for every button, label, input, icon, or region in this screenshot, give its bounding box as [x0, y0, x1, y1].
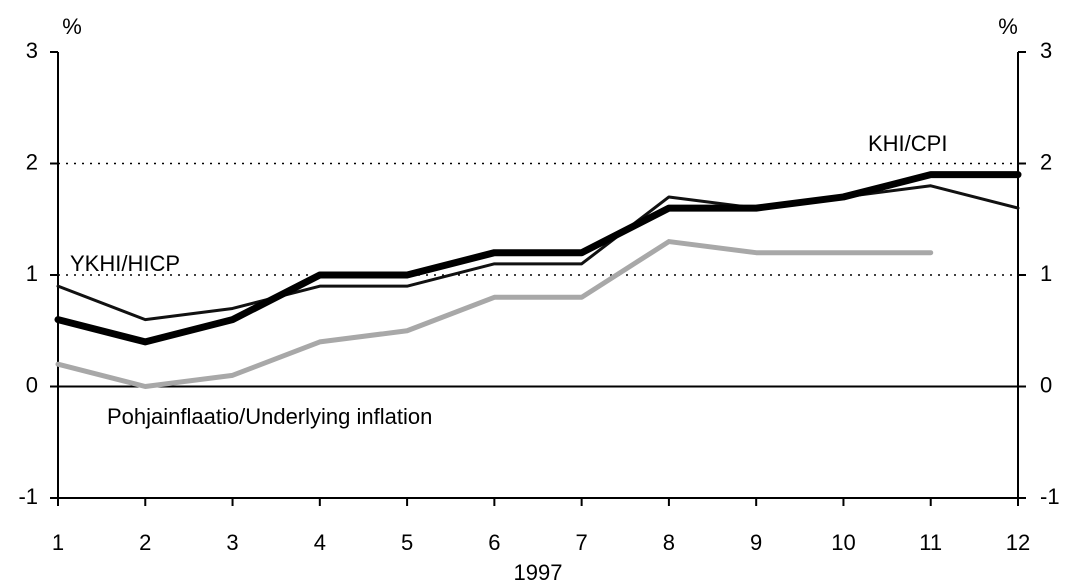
series-line [55, 239, 934, 389]
y-tick-label: -1 [18, 484, 38, 509]
x-tick-label: 7 [576, 530, 588, 555]
y-tick-label: 1 [26, 261, 38, 286]
x-tick-label: 6 [488, 530, 500, 555]
y-tick-label: 3 [26, 38, 38, 63]
y2-tick-label: -1 [1040, 484, 1060, 509]
x-tick-label: 10 [831, 530, 855, 555]
series-label: Pohjainflaatio/Underlying inflation [107, 404, 432, 429]
y-axis-unit: % [62, 14, 82, 39]
x-tick-label: 4 [314, 530, 326, 555]
series-label: KHI/CPI [868, 131, 947, 156]
y2-axis-unit: % [998, 14, 1018, 39]
x-tick-label: 2 [139, 530, 151, 555]
series-label: YKHI/HICP [70, 251, 180, 276]
y-tick-label: 2 [26, 149, 38, 174]
series-line [54, 171, 1022, 346]
x-tick-label: 8 [663, 530, 675, 555]
x-tick-label: 11 [919, 530, 942, 555]
x-tick-label: 12 [1006, 530, 1030, 555]
x-tick-label: 5 [401, 530, 413, 555]
y2-tick-label: 1 [1040, 261, 1052, 286]
y2-tick-label: 3 [1040, 38, 1052, 63]
y-tick-label: 0 [26, 372, 38, 397]
y2-tick-label: 2 [1040, 149, 1052, 174]
x-tick-label: 9 [750, 530, 762, 555]
x-axis-label: 1997 [514, 560, 563, 585]
x-tick-label: 1 [52, 530, 64, 555]
y2-tick-label: 0 [1040, 372, 1052, 397]
x-tick-label: 3 [226, 530, 238, 555]
